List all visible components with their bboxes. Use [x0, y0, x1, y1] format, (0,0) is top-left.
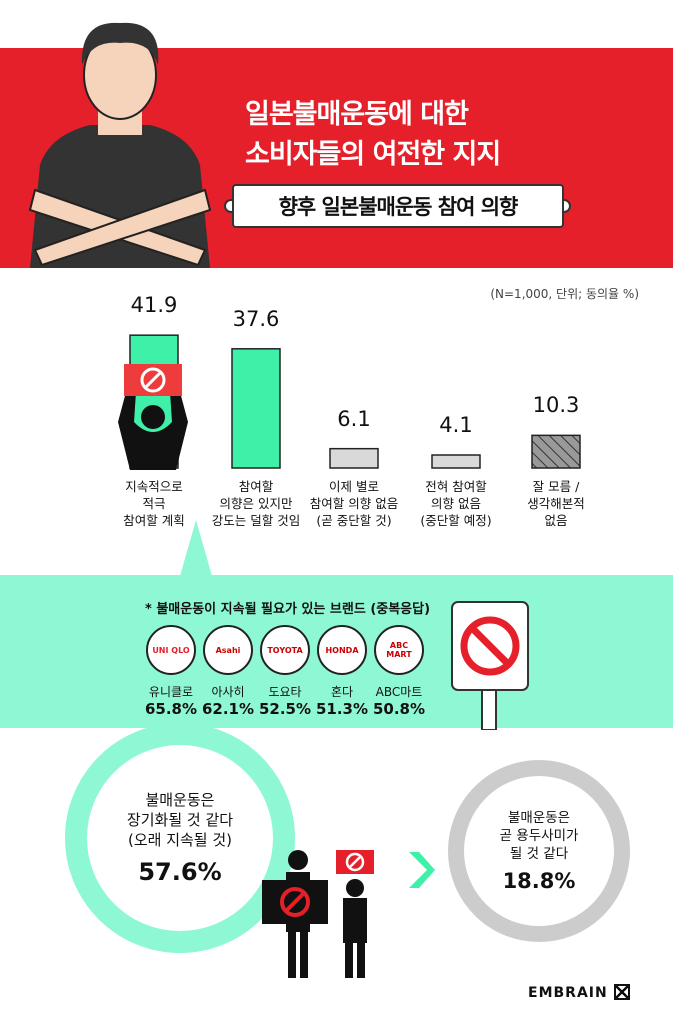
brand-logo: Asahi — [203, 625, 253, 675]
pointer-triangle — [180, 520, 212, 576]
brand-item: Asahi 아사히 62.1% — [200, 625, 256, 718]
brands-title: * 불매운동이 지속될 필요가 있는 브랜드 (중복응답) — [145, 602, 431, 617]
protesters-icon — [262, 850, 374, 978]
bar — [231, 348, 281, 469]
long-text-2: 장기화될 것 같다 — [126, 811, 234, 829]
brand-logo: UNI QLO — [146, 625, 196, 675]
brand-item: TOYOTA 도요타 52.5% — [257, 625, 313, 718]
brand-logo: ABC MART — [374, 625, 424, 675]
bar — [531, 434, 581, 469]
brand-pct: 52.5% — [258, 700, 312, 718]
brand-pct: 50.8% — [372, 700, 426, 718]
chevron-right-icon — [409, 852, 435, 888]
brand-name: 유니클로 — [148, 685, 194, 699]
category-label: 잘 모름 / 생각해본적 없음 — [527, 479, 585, 528]
long-text-1: 불매운동은 — [145, 791, 215, 809]
bar-value-label: 37.6 — [232, 306, 280, 331]
bar-value-label: 6.1 — [337, 406, 371, 431]
category-label: 지속적으로 적극 참여할 계획 — [123, 479, 185, 528]
short-text-1: 불매운동은 — [507, 810, 571, 826]
brand-item: ABC MART ABC마트 50.8% — [371, 625, 427, 718]
bar-value-label: 10.3 — [532, 393, 580, 418]
title-line-1: 일본불매운동에 대한 — [245, 99, 469, 130]
bar — [329, 447, 379, 469]
bar-value-label: 41.9 — [130, 293, 178, 318]
bar — [431, 454, 481, 469]
category-label: 참여할 의향은 있지만 강도는 덜할 것임 — [211, 479, 301, 528]
short-text-3: 될 것 같다 — [509, 846, 569, 862]
brand-name: 혼다 — [330, 685, 354, 699]
long-text-3: (오래 지속될 것) — [127, 831, 233, 849]
category-label: 이제 별로 참여할 의향 없음 (곧 중단할 것) — [309, 479, 399, 528]
subtitle-pill: 향후 일본불매운동 참여 의향 — [232, 184, 564, 228]
prohibition-sign-icon — [451, 601, 529, 730]
brand-logo: TOYOTA — [260, 625, 310, 675]
brand-pct: 65.8% — [144, 700, 198, 718]
brand-logo: HONDA — [317, 625, 367, 675]
long-pct: 57.6% — [138, 858, 222, 886]
short-term-ring: 불매운동은 곧 용두사미가 될 것 같다 18.8% — [448, 760, 630, 942]
brand-item: HONDA 혼다 51.3% — [314, 625, 370, 718]
brand-name: 아사히 — [211, 685, 245, 699]
man-crossed-arms-illustration — [28, 22, 212, 268]
chart-note: (N=1,000, 단위; 동의율 %) — [490, 287, 639, 301]
brand-pct: 51.3% — [315, 700, 369, 718]
embrain-logo: EMBRAIN — [528, 984, 630, 1001]
short-pct: 18.8% — [502, 869, 576, 893]
short-text-2: 곧 용두사미가 — [499, 828, 579, 844]
brand-item: UNI QLO 유니클로 65.8% — [143, 625, 199, 718]
protester-icon — [118, 364, 188, 470]
category-label: 전혀 참여할 의향 없음 (중단할 예정) — [420, 479, 492, 528]
brand-name: ABC마트 — [375, 685, 423, 699]
brand-name: 도요타 — [268, 685, 302, 699]
title-line-2: 소비자들의 여전한 지지 — [245, 139, 501, 170]
bar-value-label: 4.1 — [439, 413, 473, 437]
brand-pct: 62.1% — [201, 700, 255, 718]
